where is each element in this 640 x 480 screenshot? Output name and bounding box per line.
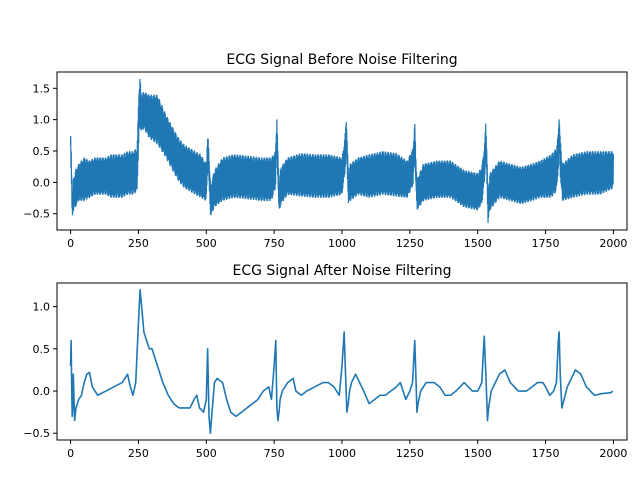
y-tick-label: 0.0: [33, 385, 51, 398]
x-tick-label: 500: [196, 447, 217, 460]
y-axis: −0.5 0.0 0.5 1.0 1.5: [23, 82, 57, 221]
x-tick-label: 750: [264, 447, 285, 460]
x-tick-label: 1500: [464, 237, 492, 250]
x-tick-label: 2000: [599, 237, 627, 250]
x-tick-label: 750: [264, 237, 285, 250]
x-axis: 0 250 500 750 1000 1250 1500 1750 2000: [67, 440, 627, 460]
y-tick-label: 1.5: [33, 82, 51, 95]
x-tick-label: 500: [196, 237, 217, 250]
series-line-filtered: [69, 288, 614, 435]
x-tick-label: 0: [67, 237, 74, 250]
y-tick-label: −0.5: [23, 208, 50, 221]
y-tick-label: 1.0: [33, 114, 51, 127]
x-tick-label: 1250: [396, 447, 424, 460]
x-axis: 0 250 500 750 1000 1250 1500 1750 2000: [67, 230, 627, 250]
y-tick-label: 0.0: [33, 176, 51, 189]
x-tick-label: 1000: [328, 447, 356, 460]
x-tick-label: 1000: [328, 237, 356, 250]
chart-after-filtering: ECG Signal After Noise Filtering 0 250 500…: [23, 263, 628, 460]
plot-area: [69, 288, 614, 435]
x-tick-label: 2000: [599, 447, 627, 460]
x-tick-label: 1250: [396, 237, 424, 250]
x-tick-label: 1750: [532, 237, 560, 250]
y-tick-label: 1.0: [33, 301, 51, 314]
chart-before-filtering: ECG Signal Before Noise Filtering 0 250 50…: [23, 52, 628, 250]
y-axis: −0.5 0.0 0.5 1.0: [23, 301, 57, 440]
y-tick-label: 0.5: [33, 343, 51, 356]
chart-title: ECG Signal Before Noise Filtering: [226, 52, 457, 68]
x-tick-label: 1500: [464, 447, 492, 460]
x-tick-label: 1750: [532, 447, 560, 460]
chart-title: ECG Signal After Noise Filtering: [232, 263, 451, 279]
y-tick-label: 0.5: [33, 145, 51, 158]
plot-area: [69, 79, 615, 223]
x-tick-label: 0: [67, 447, 74, 460]
x-tick-label: 250: [128, 237, 149, 250]
series-line-noisy: [69, 79, 615, 223]
y-tick-label: −0.5: [23, 427, 50, 440]
x-tick-label: 250: [128, 447, 149, 460]
